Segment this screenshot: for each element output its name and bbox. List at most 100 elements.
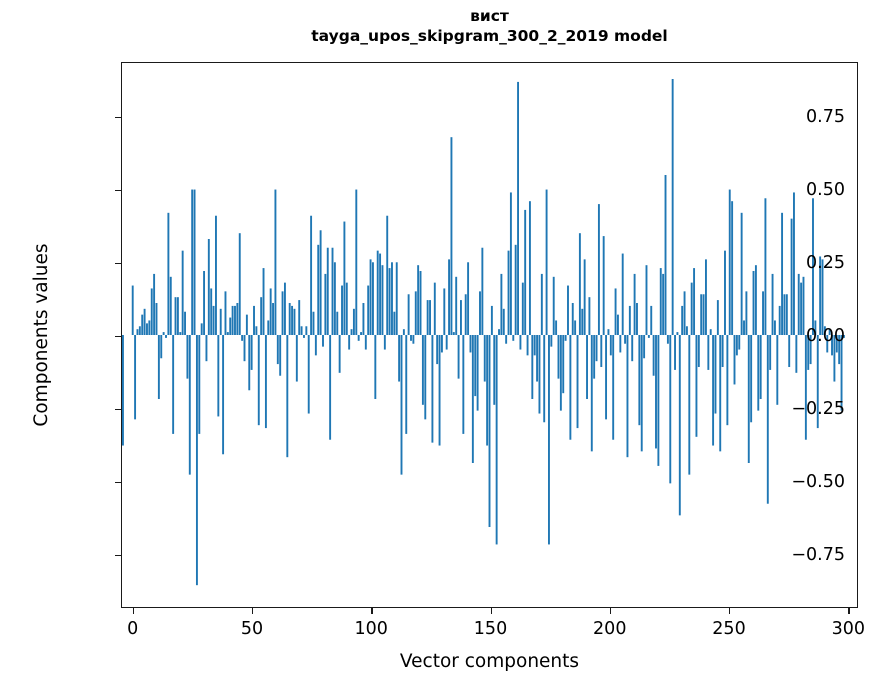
x-tick-label: 200 bbox=[593, 619, 627, 639]
y-tick-label: −0.50 bbox=[791, 471, 845, 492]
bar bbox=[343, 221, 346, 335]
bar bbox=[490, 305, 493, 335]
bar bbox=[329, 335, 332, 440]
bar bbox=[802, 276, 805, 335]
bar bbox=[257, 335, 260, 426]
bar bbox=[752, 270, 755, 335]
x-tick-label: 250 bbox=[712, 619, 746, 639]
bar bbox=[279, 335, 282, 376]
bar bbox=[319, 230, 322, 335]
x-tick-mark bbox=[251, 607, 254, 614]
bar bbox=[255, 326, 258, 335]
bar bbox=[395, 262, 398, 335]
bar bbox=[766, 335, 769, 504]
bar bbox=[819, 256, 822, 335]
bar bbox=[298, 300, 301, 335]
bar bbox=[783, 294, 786, 335]
bar bbox=[167, 212, 170, 335]
bar bbox=[438, 335, 441, 446]
bar bbox=[371, 262, 374, 335]
bar bbox=[324, 273, 327, 335]
bar bbox=[567, 285, 569, 335]
y-tick-mark bbox=[115, 190, 122, 192]
bar bbox=[169, 276, 172, 335]
bar bbox=[148, 320, 151, 335]
bar bbox=[576, 335, 579, 429]
bar bbox=[714, 335, 717, 414]
bar bbox=[543, 335, 546, 423]
bar bbox=[481, 247, 484, 335]
bar bbox=[657, 335, 660, 466]
bar bbox=[833, 335, 836, 382]
bar bbox=[333, 262, 336, 335]
bar bbox=[807, 335, 810, 370]
bar bbox=[300, 326, 303, 335]
bar bbox=[778, 305, 781, 335]
bar bbox=[647, 335, 650, 338]
bar bbox=[619, 335, 622, 353]
x-tick-label: 0 bbox=[127, 619, 139, 639]
bar bbox=[712, 335, 715, 446]
bar bbox=[331, 247, 334, 335]
bar bbox=[421, 335, 424, 405]
bar bbox=[495, 335, 498, 545]
bar bbox=[234, 305, 236, 335]
x-tick-mark bbox=[609, 607, 612, 614]
bar bbox=[769, 335, 772, 370]
bar bbox=[773, 320, 776, 335]
bar bbox=[633, 273, 636, 335]
bar bbox=[207, 239, 210, 335]
bar bbox=[402, 329, 405, 335]
bar bbox=[650, 305, 653, 335]
bar bbox=[826, 335, 829, 353]
bar bbox=[731, 201, 734, 335]
bar bbox=[569, 335, 572, 440]
bar bbox=[636, 302, 638, 335]
bar bbox=[674, 335, 676, 370]
bar bbox=[788, 335, 791, 368]
bar bbox=[348, 335, 351, 350]
bar bbox=[605, 335, 608, 420]
bar bbox=[562, 335, 565, 394]
bar bbox=[134, 335, 137, 420]
bar bbox=[716, 300, 719, 335]
bar bbox=[600, 335, 603, 368]
bar bbox=[721, 335, 724, 368]
bar bbox=[771, 273, 774, 335]
bar bbox=[616, 314, 619, 335]
bar bbox=[507, 250, 510, 335]
bar bbox=[262, 268, 265, 335]
bar bbox=[355, 189, 358, 335]
chart-title-word: вист bbox=[470, 7, 509, 25]
bar bbox=[733, 335, 736, 385]
bar bbox=[707, 335, 710, 370]
bar bbox=[681, 305, 684, 335]
bar bbox=[740, 212, 743, 335]
bar bbox=[181, 250, 184, 335]
bar bbox=[364, 335, 367, 350]
bar bbox=[842, 335, 845, 338]
bar bbox=[645, 265, 648, 335]
bar bbox=[621, 253, 624, 335]
bar bbox=[602, 236, 605, 335]
bar bbox=[688, 335, 691, 475]
bar bbox=[467, 262, 470, 335]
bar bbox=[238, 233, 241, 335]
bar bbox=[624, 335, 627, 344]
bar bbox=[210, 288, 213, 335]
bar bbox=[310, 215, 313, 335]
bar bbox=[671, 79, 674, 335]
bar bbox=[291, 305, 294, 335]
bar bbox=[198, 335, 201, 434]
bar bbox=[362, 302, 365, 335]
y-tick-mark bbox=[115, 481, 122, 484]
bar bbox=[702, 294, 705, 335]
bar bbox=[540, 273, 543, 335]
bar bbox=[552, 276, 555, 335]
bar bbox=[588, 297, 591, 335]
bar bbox=[138, 326, 141, 335]
bar bbox=[745, 291, 748, 335]
bar bbox=[131, 285, 134, 335]
bar bbox=[762, 291, 764, 335]
bar bbox=[443, 288, 446, 335]
